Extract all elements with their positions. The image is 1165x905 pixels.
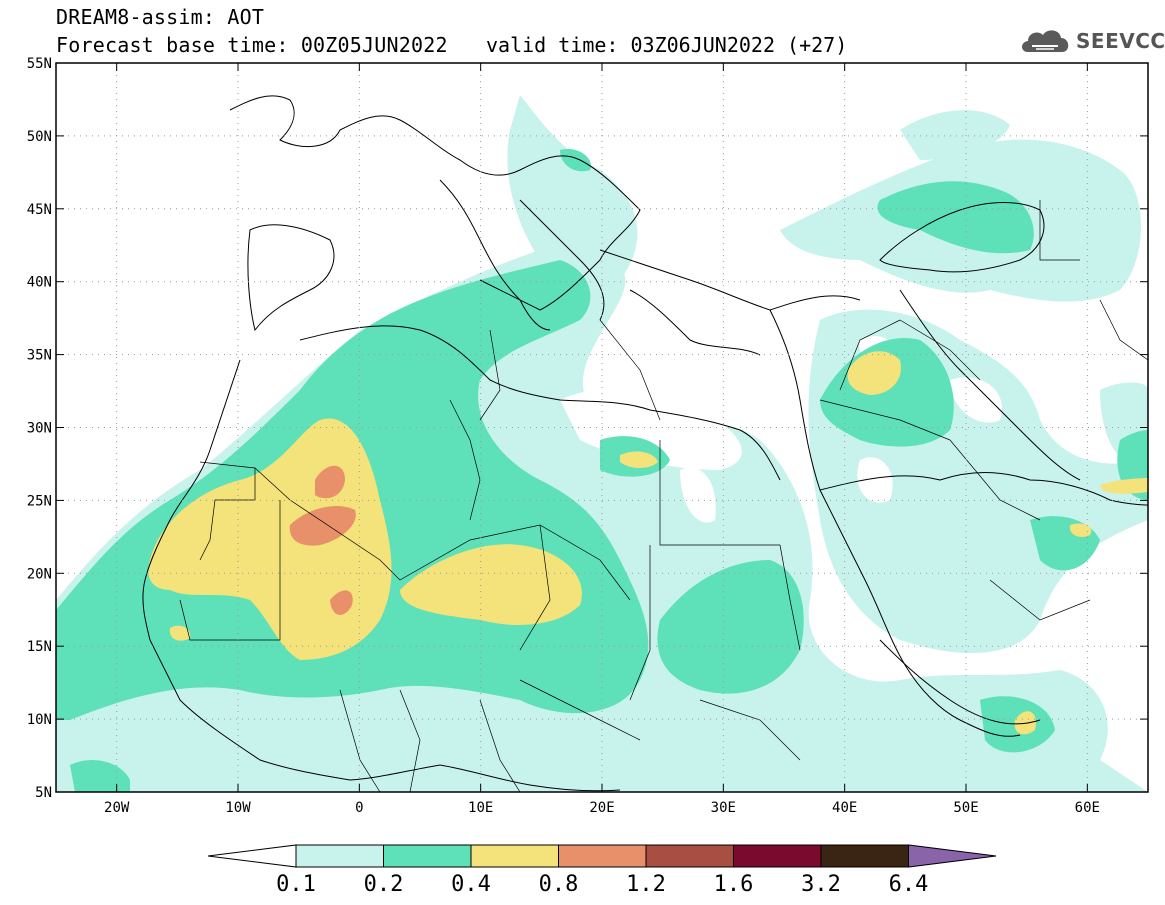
colorbar-segment — [295, 844, 384, 868]
lat-tick-label: 10N — [27, 712, 52, 728]
lon-tick-label: 10W — [225, 800, 251, 816]
colorbar-under-triangle — [207, 844, 297, 868]
lat-tick-label: 15N — [27, 639, 52, 655]
lon-tick-label: 30E — [711, 800, 736, 816]
seevccc-logo: SEEVCCC — [1018, 24, 1165, 58]
colorbar-level-label: 1.6 — [714, 872, 754, 897]
colorbar-segment — [470, 844, 559, 868]
colorbar-segment — [820, 844, 909, 868]
valid-time: valid time: 03Z06JUN2022 (+27) — [486, 33, 848, 57]
lon-tick-label: 60E — [1075, 800, 1100, 816]
colorbar: 0.1 0.2 0.4 0.8 1.2 1.6 3.2 6.4 — [207, 844, 997, 897]
colorbar-over-triangle — [908, 844, 997, 868]
lat-tick-label: 45N — [27, 202, 52, 218]
colorbar-segment — [733, 844, 822, 868]
lon-tick-label: 0 — [355, 800, 363, 816]
lat-tick-label: 25N — [27, 493, 52, 509]
lat-tick-label: 40N — [27, 275, 52, 291]
colorbar-level-label: 0.8 — [539, 872, 579, 897]
lat-tick-label: 50N — [27, 129, 52, 145]
colorbar-level-label: 0.4 — [451, 872, 491, 897]
lon-tick-label: 10E — [468, 800, 493, 816]
lat-tick-label: 20N — [27, 566, 52, 582]
lat-tick-label: 30N — [27, 421, 52, 437]
longitude-axis: 20W 10W 0 10E 20E 30E 40E 50E 60E — [104, 63, 1100, 816]
lat-tick-label: 35N — [27, 348, 52, 364]
cloud-logo-icon — [1022, 30, 1069, 52]
colorbar-level-label: 1.2 — [626, 872, 666, 897]
aot-level-0-8 — [289, 465, 356, 615]
lon-tick-label: 20E — [589, 800, 614, 816]
colorbar-segment — [645, 844, 734, 868]
colorbar-level-label: 6.4 — [889, 872, 929, 897]
lon-tick-label: 40E — [832, 800, 857, 816]
forecast-base-time: Forecast base time: 00Z05JUN2022 — [56, 33, 448, 57]
colorbar-segment — [558, 844, 647, 868]
grid-lines — [56, 63, 1148, 792]
colorbar-level-label: 3.2 — [801, 872, 841, 897]
latitude-axis: 55N 50N 45N 40N 35N 30N 25N 20N 15N 10N 5N — [27, 56, 1148, 801]
map-title: DREAM8-assim: AOT — [56, 5, 265, 29]
lat-tick-label: 5N — [35, 785, 52, 801]
lat-tick-label: 55N — [27, 56, 52, 72]
logo-text: SEEVCCC — [1076, 29, 1165, 53]
colorbar-level-label: 0.1 — [276, 872, 316, 897]
coastlines — [142, 95, 1148, 792]
colorbar-segment — [383, 844, 472, 868]
country-borders — [179, 200, 1148, 792]
colorbar-level-label: 0.2 — [364, 872, 404, 897]
lon-tick-label: 50E — [953, 800, 978, 816]
lon-tick-label: 20W — [104, 800, 130, 816]
